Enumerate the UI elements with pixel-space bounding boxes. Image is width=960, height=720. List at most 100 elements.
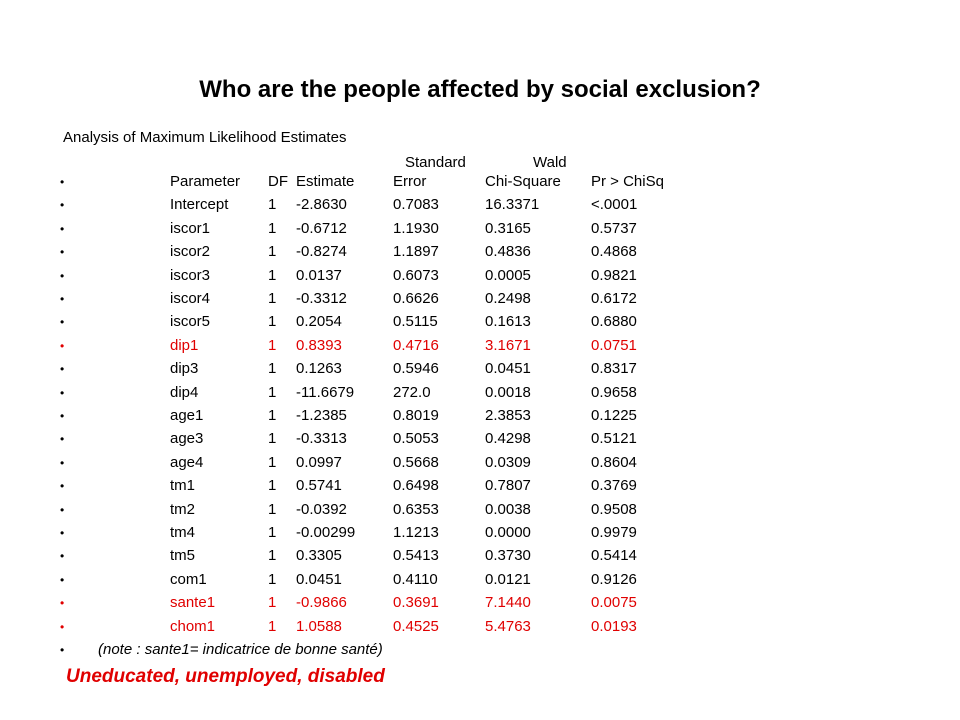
bullet-icon: •	[60, 385, 65, 400]
header-standard: Standard	[405, 154, 466, 171]
table-row: • sante1 1 -0.9866 0.3691 7.1440 0.0075	[0, 592, 960, 614]
estimate-cell: 0.3305	[296, 547, 342, 565]
parameter-cell: tm1	[170, 477, 196, 495]
pr-cell: 0.0193	[591, 617, 637, 635]
df-cell: 1	[268, 617, 277, 635]
pr-cell: <.0001	[591, 196, 638, 214]
estimate-cell: -0.6712	[296, 219, 347, 237]
table-row: • tm4 1 -0.00299 1.1213 0.0000 0.9979	[0, 522, 960, 544]
pr-cell: 0.8604	[591, 453, 637, 471]
column-header: Estimate	[296, 173, 355, 190]
parameter-cell: dip3	[170, 360, 199, 378]
parameter-cell: iscor4	[170, 290, 211, 307]
table-row: • age3 1 -0.3313 0.5053 0.4298 0.5121	[0, 428, 960, 450]
chisq-cell: 7.1440	[485, 594, 531, 612]
df-cell: 1	[268, 196, 277, 214]
table-row: • iscor2 1 -0.8274 1.1897 0.4836 0.4868	[0, 241, 960, 263]
bullet-icon: •	[60, 245, 65, 260]
estimate-cell: -0.3312	[296, 290, 347, 307]
pr-cell: 0.9508	[591, 500, 637, 518]
estimate-cell: -0.0392	[296, 500, 347, 518]
chisq-cell: 0.0451	[485, 360, 531, 378]
error-cell: 0.5946	[393, 360, 439, 378]
bullet-icon: •	[60, 619, 65, 634]
error-cell: 0.3691	[393, 594, 439, 612]
chisq-cell: 0.0000	[485, 524, 531, 541]
error-cell: 1.1930	[393, 219, 439, 237]
table-row: • iscor5 1 0.2054 0.5115 0.1613 0.6880	[0, 311, 960, 333]
df-cell: 1	[268, 570, 277, 588]
pr-cell: 0.9658	[591, 383, 637, 401]
table-row: • dip3 1 0.1263 0.5946 0.0451 0.8317	[0, 358, 960, 380]
parameter-cell: iscor2	[170, 243, 211, 261]
error-cell: 0.5115	[393, 313, 438, 331]
error-cell: 1.1213	[393, 524, 439, 541]
estimate-cell: 1.0588	[296, 617, 342, 635]
analysis-title: Analysis of Maximum Likelihood Estimates	[63, 129, 347, 146]
table-row: • dip1 1 0.8393 0.4716 3.1671 0.0751	[0, 335, 960, 357]
parameter-cell: iscor3	[170, 266, 211, 284]
df-cell: 1	[268, 290, 277, 307]
bullet-icon: •	[60, 526, 65, 540]
chisq-cell: 0.7807	[485, 477, 531, 495]
table-row: • com1 1 0.0451 0.4110 0.0121 0.9126	[0, 569, 960, 591]
bullet-icon: •	[60, 643, 65, 657]
bullet-icon: •	[60, 409, 65, 423]
chisq-cell: 16.3371	[485, 196, 540, 214]
pr-cell: 0.6172	[591, 290, 637, 307]
parameter-cell: iscor5	[170, 313, 211, 331]
bullet-icon: •	[60, 268, 65, 283]
estimate-cell: 0.2054	[296, 313, 342, 331]
error-cell: 0.7083	[393, 196, 439, 214]
df-cell: 1	[268, 430, 277, 448]
parameter-cell: dip1	[170, 336, 199, 354]
chisq-cell: 0.3730	[485, 547, 531, 565]
bullet-icon: •	[60, 292, 65, 306]
pr-cell: 0.3769	[591, 477, 637, 495]
chisq-cell: 0.3165	[485, 219, 531, 237]
pr-cell: 0.9821	[591, 266, 637, 284]
df-cell: 1	[268, 524, 277, 541]
df-cell: 1	[268, 360, 277, 378]
estimate-cell: -2.8630	[296, 196, 347, 214]
chisq-cell: 5.4763	[485, 617, 531, 635]
parameter-cell: Intercept	[170, 196, 229, 214]
pr-cell: 0.1225	[591, 407, 637, 424]
df-cell: 1	[268, 453, 277, 471]
column-header: Parameter	[170, 173, 241, 190]
estimate-cell: 0.8393	[296, 336, 342, 354]
error-cell: 0.5668	[393, 453, 439, 471]
bullet-icon: •	[60, 362, 65, 377]
pr-cell: 0.6880	[591, 313, 637, 331]
table-row: • iscor1 1 -0.6712 1.1930 0.3165 0.5737	[0, 218, 960, 240]
column-header: Pr > ChiSq	[591, 173, 664, 190]
estimate-cell: -0.00299	[296, 524, 356, 541]
table-row: • tm2 1 -0.0392 0.6353 0.0038 0.9508	[0, 499, 960, 521]
table-row: • dip4 1 -11.6679 272.0 0.0018 0.9658	[0, 382, 960, 404]
table-row: • iscor4 1 -0.3312 0.6626 0.2498 0.6172	[0, 288, 960, 310]
error-cell: 1.1897	[393, 243, 439, 261]
chisq-cell: 0.4298	[485, 430, 531, 448]
pr-cell: 0.0075	[591, 594, 637, 612]
error-cell: 0.4525	[393, 617, 439, 635]
bullet-icon: •	[60, 479, 65, 494]
parameter-cell: iscor1	[170, 219, 211, 237]
parameter-cell: chom1	[170, 617, 216, 635]
estimate-cell: -0.3313	[296, 430, 347, 448]
chisq-cell: 0.0005	[485, 266, 531, 284]
estimate-cell: -11.6679	[296, 383, 355, 401]
estimate-cell: 0.0997	[296, 453, 342, 471]
summary-text: Uneducated, unemployed, disabled	[66, 666, 385, 687]
pr-cell: 0.5414	[591, 547, 637, 565]
chisq-cell: 0.4836	[485, 243, 531, 261]
parameter-cell: tm5	[170, 547, 196, 565]
bullet-icon: •	[60, 549, 65, 564]
table-row: • tm5 1 0.3305 0.5413 0.3730 0.5414	[0, 545, 960, 567]
error-cell: 0.8019	[393, 407, 439, 424]
pr-cell: 0.0751	[591, 336, 637, 354]
error-cell: 0.6353	[393, 500, 439, 518]
table-row: • age4 1 0.0997 0.5668 0.0309 0.8604	[0, 452, 960, 474]
df-cell: 1	[268, 477, 277, 495]
bullet-icon: •	[60, 338, 65, 353]
parameter-cell: tm4	[170, 524, 196, 541]
